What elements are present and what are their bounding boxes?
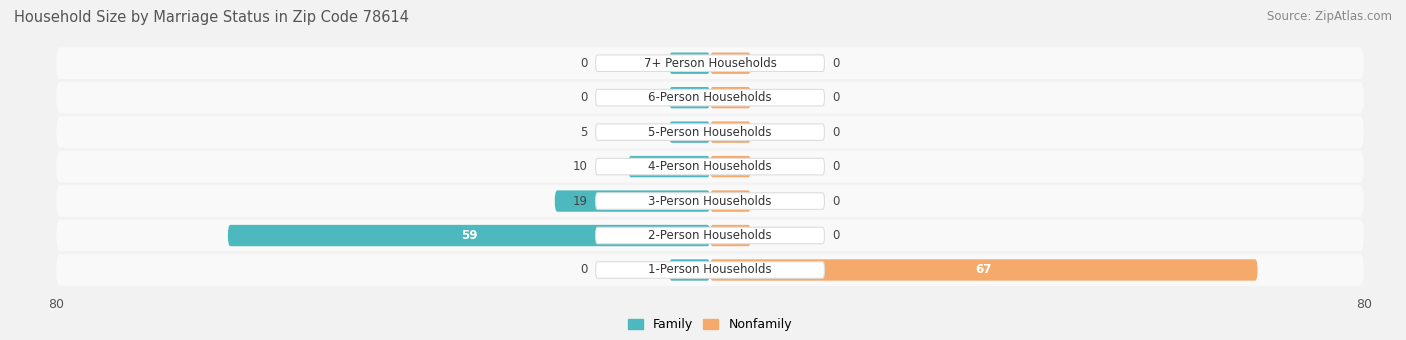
FancyBboxPatch shape	[596, 124, 824, 140]
FancyBboxPatch shape	[710, 87, 751, 108]
FancyBboxPatch shape	[710, 225, 751, 246]
FancyBboxPatch shape	[56, 151, 1364, 183]
FancyBboxPatch shape	[596, 262, 824, 278]
FancyBboxPatch shape	[555, 190, 710, 212]
FancyBboxPatch shape	[596, 89, 824, 106]
FancyBboxPatch shape	[596, 158, 824, 175]
FancyBboxPatch shape	[596, 227, 824, 244]
Text: 0: 0	[581, 91, 588, 104]
Text: 0: 0	[832, 160, 839, 173]
FancyBboxPatch shape	[710, 156, 751, 177]
FancyBboxPatch shape	[228, 225, 710, 246]
FancyBboxPatch shape	[628, 156, 710, 177]
Text: 67: 67	[976, 264, 993, 276]
FancyBboxPatch shape	[669, 87, 710, 108]
Text: 5: 5	[581, 126, 588, 139]
FancyBboxPatch shape	[56, 47, 1364, 79]
FancyBboxPatch shape	[56, 82, 1364, 114]
FancyBboxPatch shape	[56, 116, 1364, 148]
Text: 0: 0	[832, 229, 839, 242]
Text: 19: 19	[572, 194, 588, 207]
FancyBboxPatch shape	[596, 193, 824, 209]
Text: 4-Person Households: 4-Person Households	[648, 160, 772, 173]
FancyBboxPatch shape	[669, 52, 710, 74]
Text: 0: 0	[832, 57, 839, 70]
Text: Household Size by Marriage Status in Zip Code 78614: Household Size by Marriage Status in Zip…	[14, 10, 409, 25]
Text: 1-Person Households: 1-Person Households	[648, 264, 772, 276]
FancyBboxPatch shape	[710, 121, 751, 143]
Text: 5-Person Households: 5-Person Households	[648, 126, 772, 139]
FancyBboxPatch shape	[56, 220, 1364, 251]
FancyBboxPatch shape	[669, 259, 710, 281]
Text: Source: ZipAtlas.com: Source: ZipAtlas.com	[1267, 10, 1392, 23]
Text: 0: 0	[832, 126, 839, 139]
FancyBboxPatch shape	[710, 190, 751, 212]
Text: 59: 59	[461, 229, 477, 242]
FancyBboxPatch shape	[710, 52, 751, 74]
FancyBboxPatch shape	[56, 185, 1364, 217]
FancyBboxPatch shape	[56, 254, 1364, 286]
FancyBboxPatch shape	[596, 55, 824, 71]
Text: 0: 0	[581, 264, 588, 276]
Text: 10: 10	[572, 160, 588, 173]
Text: 2-Person Households: 2-Person Households	[648, 229, 772, 242]
FancyBboxPatch shape	[710, 259, 1257, 281]
Text: 6-Person Households: 6-Person Households	[648, 91, 772, 104]
Legend: Family, Nonfamily: Family, Nonfamily	[628, 319, 792, 332]
Text: 0: 0	[832, 194, 839, 207]
FancyBboxPatch shape	[669, 121, 710, 143]
Text: 7+ Person Households: 7+ Person Households	[644, 57, 776, 70]
Text: 0: 0	[832, 91, 839, 104]
Text: 3-Person Households: 3-Person Households	[648, 194, 772, 207]
Text: 0: 0	[581, 57, 588, 70]
